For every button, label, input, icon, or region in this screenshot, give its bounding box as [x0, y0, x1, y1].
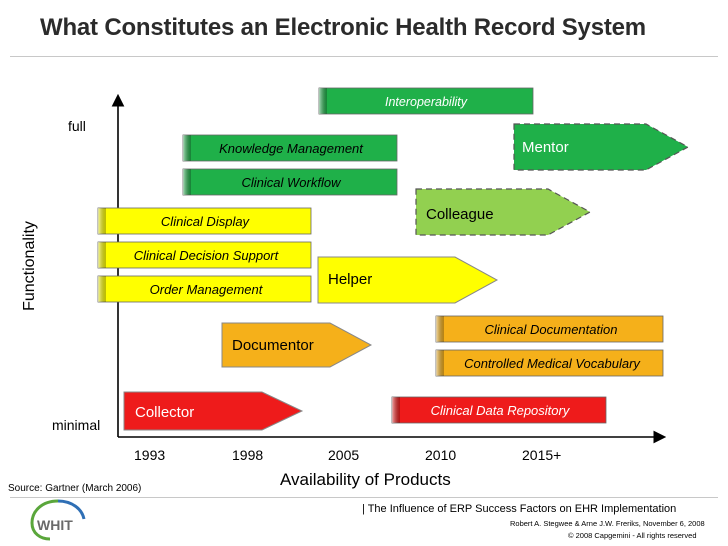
x-tick-2010: 2010 [425, 447, 457, 463]
stage-documentor-label: Documentor [232, 337, 314, 354]
x-tick-1993: 1993 [134, 447, 166, 463]
whit-logo: WHIT [30, 499, 86, 541]
page-title: What Constitutes an Electronic Health Re… [40, 14, 646, 41]
footer-title: | The Influence of ERP Success Factors o… [362, 503, 677, 515]
capability-clinical-documentation: Clinical Documentation [435, 315, 664, 343]
stage-colleague-arrow: Colleague [415, 188, 592, 236]
stage-collector-arrow: Collector [123, 391, 304, 431]
stage-documentor-arrow: Documentor [221, 322, 373, 368]
capability-clinical-display: Clinical Display [97, 207, 312, 235]
capability-order-management: Order Management [97, 275, 312, 303]
stage-helper-label: Helper [328, 271, 372, 288]
footer-copyright: © 2008 Capgemini - All rights reserved [568, 531, 697, 540]
source-note: Source: Gartner (March 2006) [8, 483, 142, 494]
x-tick-2015: 2015+ [522, 447, 562, 463]
y-axis-bottom-label: minimal [52, 417, 101, 433]
footer-divider [10, 497, 718, 498]
capability-clinical-data-repository: Clinical Data Repository [391, 396, 607, 424]
capability-interoperability-label: Interoperability [385, 95, 468, 109]
capability-clinical-data-repository-label: Clinical Data Repository [431, 403, 571, 418]
title-divider [10, 56, 718, 57]
logo-text: WHIT [37, 517, 73, 533]
stage-mentor-arrow: Mentor [513, 123, 690, 171]
capability-clinical-decision-support-label: Clinical Decision Support [134, 248, 280, 263]
x-axis-title: Availability of Products [280, 470, 451, 489]
capability-clinical-workflow: Clinical Workflow [182, 168, 398, 196]
y-axis-title: Functionality [21, 221, 38, 311]
stage-helper-arrow: Helper [317, 256, 499, 304]
stage-colleague-label: Colleague [426, 206, 494, 223]
capability-order-management-label: Order Management [150, 282, 264, 297]
capability-interoperability: Interoperability [318, 87, 534, 115]
capability-clinical-workflow-label: Clinical Workflow [242, 175, 343, 190]
capability-knowledge-management: Knowledge Management [182, 134, 398, 162]
capability-clinical-documentation-label: Clinical Documentation [485, 322, 618, 337]
stage-collector-label: Collector [135, 404, 194, 421]
stage-mentor-label: Mentor [522, 139, 569, 156]
footer-authors: Robert A. Stegwee & Arne J.W. Freriks, N… [510, 519, 705, 528]
capability-knowledge-management-label: Knowledge Management [219, 141, 364, 156]
y-axis-top-label: full [68, 118, 86, 134]
capability-clinical-display-label: Clinical Display [161, 214, 251, 229]
x-tick-2005: 2005 [328, 447, 360, 463]
capability-controlled-medical-vocabulary: Controlled Medical Vocabulary [435, 349, 664, 377]
x-tick-1998: 1998 [232, 447, 264, 463]
capability-clinical-decision-support: Clinical Decision Support [97, 241, 312, 269]
capability-controlled-medical-vocabulary-label: Controlled Medical Vocabulary [464, 356, 641, 371]
